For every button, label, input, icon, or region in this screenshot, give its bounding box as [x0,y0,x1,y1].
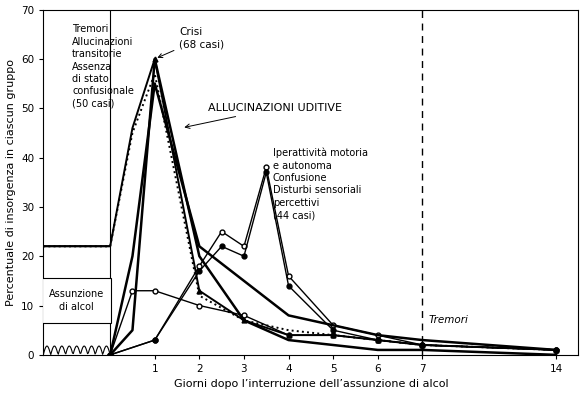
X-axis label: Giorni dopo l’interruzione dell’assunzione di alcol: Giorni dopo l’interruzione dell’assunzio… [173,380,448,389]
Text: ALLUCINAZIONI UDITIVE: ALLUCINAZIONI UDITIVE [185,103,342,128]
FancyBboxPatch shape [42,278,110,323]
Text: Tremori
Allucinazioni
transitorie
Assenza
di stato
confusionale
(50 casi): Tremori Allucinazioni transitorie Assenz… [72,24,134,109]
Text: Tremori: Tremori [429,315,469,325]
Text: Iperattività motoria
e autonoma
Confusione
Disturbi sensoriali
percettivi
(44 ca: Iperattività motoria e autonoma Confusio… [273,148,368,220]
Y-axis label: Percentuale di insorgenza in ciascun gruppo: Percentuale di insorgenza in ciascun gru… [6,59,16,306]
Text: Crisi
(68 casi): Crisi (68 casi) [158,27,224,58]
Text: Assunzione
di alcol: Assunzione di alcol [48,290,104,312]
